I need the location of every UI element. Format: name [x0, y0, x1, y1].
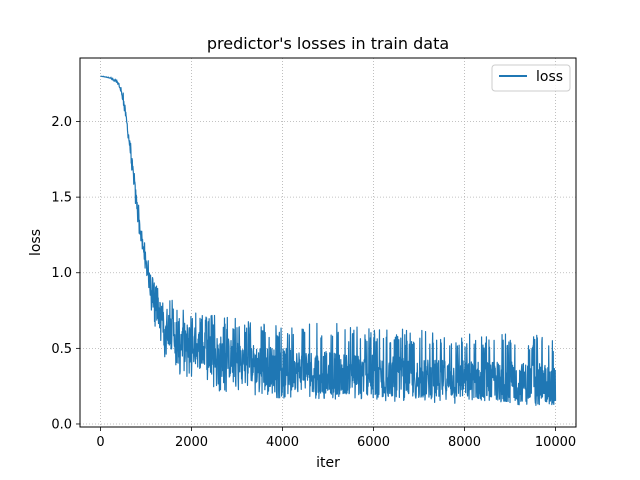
y-tick-label: 0.0: [51, 417, 72, 432]
plot-area: [100, 75, 557, 406]
chart-title: predictor's losses in train data: [207, 34, 449, 53]
axes-frame: [79, 57, 577, 428]
y-tick-label: 0.5: [51, 342, 72, 357]
x-tick-label: 10000: [535, 435, 576, 450]
x-tick-label: 4000: [266, 435, 299, 450]
y-axis-title: loss: [28, 229, 44, 256]
legend-label: loss: [536, 69, 563, 85]
x-axis-title: iter: [316, 455, 340, 471]
x-tick-label: 0: [96, 435, 104, 450]
y-tick-label: 1.5: [51, 191, 72, 206]
legend-box: [491, 64, 571, 92]
series-loss-line: [100, 75, 557, 406]
x-tick-label: 2000: [175, 435, 208, 450]
y-tick-label: 1.0: [51, 266, 72, 281]
x-tick-label: 8000: [448, 435, 481, 450]
x-axis: 0 2000 4000 6000 8000 10000: [96, 427, 576, 450]
y-axis: 0.0 0.5 1.0 1.5 2.0: [51, 115, 80, 432]
x-tick-label: 6000: [357, 435, 390, 450]
legend: loss: [491, 64, 571, 92]
y-tick-label: 2.0: [51, 115, 72, 130]
